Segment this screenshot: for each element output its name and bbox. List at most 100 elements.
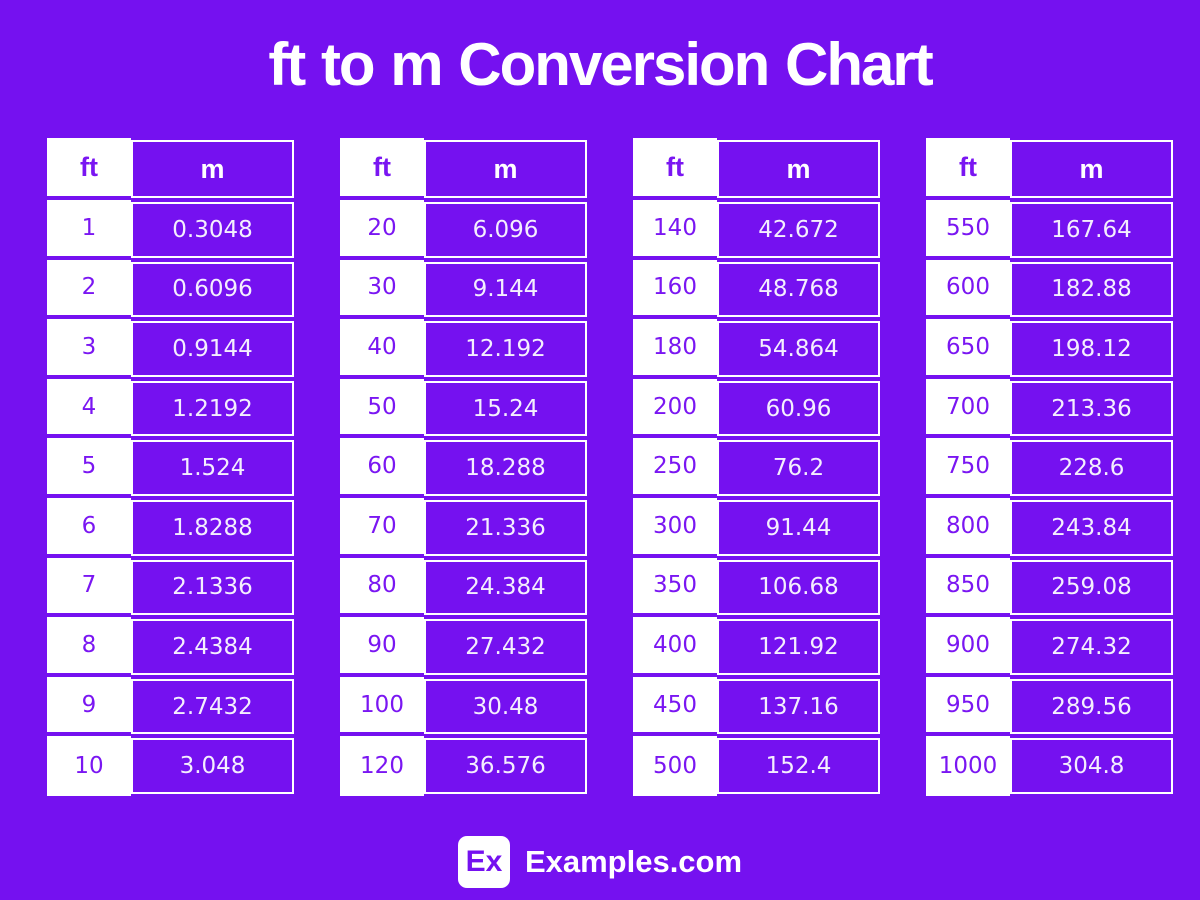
m-value-wrap: 30.48 — [424, 677, 587, 737]
m-value-cell: 91.44 — [717, 499, 880, 556]
table-row: 100 30.48 — [340, 676, 587, 737]
table-row: 2 0.6096 — [47, 259, 294, 320]
table-row: 30 9.144 — [340, 259, 587, 320]
m-value-cell: 42.672 — [717, 202, 880, 258]
ft-value-cell: 850 — [926, 557, 1010, 618]
m-value-wrap: 243.84 — [1010, 498, 1173, 558]
m-value-cell: 182.88 — [1010, 261, 1173, 318]
m-value-wrap: 91.44 — [717, 498, 880, 558]
table-row: 700 213.36 — [926, 378, 1173, 439]
m-value-cell: 9.144 — [424, 261, 587, 318]
m-value-cell: 30.48 — [424, 678, 587, 735]
ft-header-cell: ft — [926, 138, 1010, 200]
m-value-wrap: 2.4384 — [131, 617, 294, 677]
m-value-wrap: 228.6 — [1010, 438, 1173, 498]
ft-value-cell: 70 — [340, 497, 424, 558]
table-row: 10 3.048 — [47, 736, 294, 796]
table-row: 160 48.768 — [633, 259, 880, 320]
table-row: 9 2.7432 — [47, 676, 294, 737]
m-value-wrap: 24.384 — [424, 558, 587, 618]
m-value-wrap: 48.768 — [717, 260, 880, 320]
m-value-cell: 2.7432 — [131, 678, 294, 735]
m-value-wrap: 0.3048 — [131, 200, 294, 260]
m-value-cell: 243.84 — [1010, 499, 1173, 556]
table-row: 650 198.12 — [926, 319, 1173, 379]
m-value-wrap: 137.16 — [717, 677, 880, 737]
ft-value-cell: 900 — [926, 617, 1010, 677]
table-row: 180 54.864 — [633, 319, 880, 379]
m-value-wrap: 9.144 — [424, 260, 587, 320]
ft-value-cell: 700 — [926, 378, 1010, 439]
ft-value-cell: 7 — [47, 557, 131, 618]
m-value-cell: 289.56 — [1010, 678, 1173, 735]
ft-value-cell: 10 — [47, 736, 131, 796]
m-value-cell: 167.64 — [1010, 202, 1173, 258]
ft-value-cell: 80 — [340, 557, 424, 618]
m-value-cell: 12.192 — [424, 321, 587, 377]
ft-value-cell: 60 — [340, 438, 424, 498]
m-value-cell: 6.096 — [424, 202, 587, 258]
ft-value-cell: 800 — [926, 497, 1010, 558]
tables-container: ft m 1 0.3048 2 0.6096 3 0.9144 4 1.2192 5 1.524 6 1.… — [47, 138, 1173, 800]
m-value-wrap: 121.92 — [717, 617, 880, 677]
table-row: 140 42.672 — [633, 200, 880, 260]
table-row: 7 2.1336 — [47, 557, 294, 618]
ft-value-cell: 9 — [47, 676, 131, 737]
m-header-wrap: m — [131, 138, 294, 200]
m-value-wrap: 6.096 — [424, 200, 587, 260]
ft-value-cell: 300 — [633, 497, 717, 558]
m-value-cell: 3.048 — [131, 738, 294, 794]
ft-value-cell: 160 — [633, 259, 717, 320]
table-row: 350 106.68 — [633, 557, 880, 618]
m-header-cell: m — [717, 140, 880, 198]
ft-value-cell: 40 — [340, 319, 424, 379]
table-row: 300 91.44 — [633, 497, 880, 558]
table-header-row: ft m — [633, 138, 880, 200]
m-header-wrap: m — [1010, 138, 1173, 200]
m-value-cell: 1.2192 — [131, 380, 294, 437]
m-value-cell: 2.1336 — [131, 559, 294, 616]
ft-header-cell: ft — [47, 138, 131, 200]
m-value-wrap: 54.864 — [717, 319, 880, 379]
m-value-wrap: 12.192 — [424, 319, 587, 379]
m-value-cell: 106.68 — [717, 559, 880, 616]
ft-value-cell: 140 — [633, 200, 717, 260]
m-value-wrap: 0.6096 — [131, 260, 294, 320]
ft-header-cell: ft — [633, 138, 717, 200]
table-row: 70 21.336 — [340, 497, 587, 558]
table-row: 900 274.32 — [926, 617, 1173, 677]
m-value-wrap: 259.08 — [1010, 558, 1173, 618]
m-header-cell: m — [424, 140, 587, 198]
m-value-cell: 48.768 — [717, 261, 880, 318]
ft-value-cell: 550 — [926, 200, 1010, 260]
table-row: 1 0.3048 — [47, 200, 294, 260]
m-value-cell: 76.2 — [717, 440, 880, 496]
ft-value-cell: 120 — [340, 736, 424, 796]
m-value-cell: 304.8 — [1010, 738, 1173, 794]
m-value-wrap: 21.336 — [424, 498, 587, 558]
m-value-wrap: 42.672 — [717, 200, 880, 260]
ft-value-cell: 3 — [47, 319, 131, 379]
table-row: 80 24.384 — [340, 557, 587, 618]
m-value-wrap: 18.288 — [424, 438, 587, 498]
table-row: 1000 304.8 — [926, 736, 1173, 796]
m-value-cell: 54.864 — [717, 321, 880, 377]
m-value-wrap: 0.9144 — [131, 319, 294, 379]
table-row: 20 6.096 — [340, 200, 587, 260]
m-value-wrap: 2.7432 — [131, 677, 294, 737]
ft-value-cell: 100 — [340, 676, 424, 737]
ft-value-cell: 400 — [633, 617, 717, 677]
table-row: 5 1.524 — [47, 438, 294, 498]
m-value-cell: 36.576 — [424, 738, 587, 794]
page-title: ft to m Conversion Chart — [268, 31, 933, 98]
examples-logo-badge: Ex — [457, 836, 510, 888]
table-row: 6 1.8288 — [47, 497, 294, 558]
m-value-wrap: 15.24 — [424, 379, 587, 439]
m-value-wrap: 198.12 — [1010, 319, 1173, 379]
brand-name: Examples.com — [524, 844, 743, 879]
ft-value-cell: 650 — [926, 319, 1010, 379]
m-value-cell: 0.3048 — [131, 202, 294, 258]
table-row: 450 137.16 — [633, 676, 880, 737]
ft-value-cell: 600 — [926, 259, 1010, 320]
ft-value-cell: 8 — [47, 617, 131, 677]
